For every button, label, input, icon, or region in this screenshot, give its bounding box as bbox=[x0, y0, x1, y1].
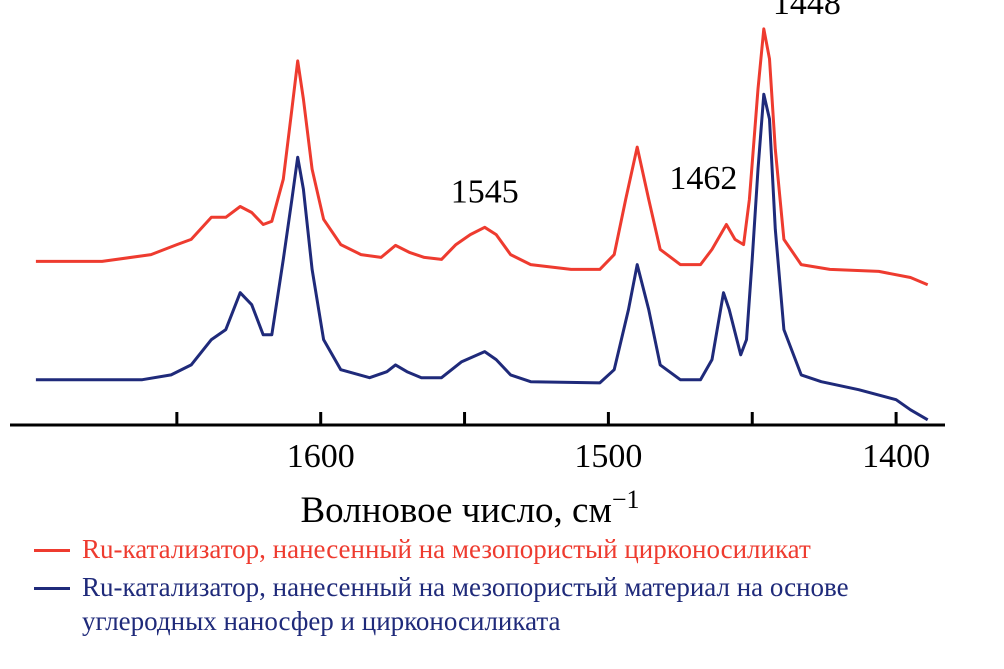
legend-swatch bbox=[34, 587, 70, 590]
x-tick-label: 1400 bbox=[862, 438, 930, 475]
peak-annotation: 1462 bbox=[669, 160, 737, 197]
x-axis-label: Волновое число, см−1 bbox=[300, 485, 639, 530]
peak-annotation: 1545 bbox=[451, 173, 519, 210]
legend-label: Ru-катализатор, нанесенный на мезопорист… bbox=[82, 572, 849, 636]
chart: Волновое число, см−1 1600 1500 1400 1545 146… bbox=[10, 0, 945, 530]
legend-item: Ru-катализатор, нанесенный на мезопорист… bbox=[0, 570, 1004, 638]
x-axis-label-sup: −1 bbox=[612, 485, 640, 514]
legend-swatch bbox=[34, 549, 70, 552]
series-line bbox=[35, 27, 929, 287]
x-tick-label: 1500 bbox=[574, 438, 642, 475]
x-tick-label: 1600 bbox=[287, 438, 355, 475]
legend: Ru-катализатор, нанесенный на мезопорист… bbox=[0, 532, 1004, 642]
series-line bbox=[35, 92, 929, 422]
peak-annotation: 1448 bbox=[773, 0, 841, 22]
x-axis-label-text: Волновое число, см bbox=[300, 490, 611, 530]
legend-item: Ru-катализатор, нанесенный на мезопорист… bbox=[0, 532, 1004, 566]
legend-label: Ru-катализатор, нанесенный на мезопорист… bbox=[82, 534, 811, 564]
